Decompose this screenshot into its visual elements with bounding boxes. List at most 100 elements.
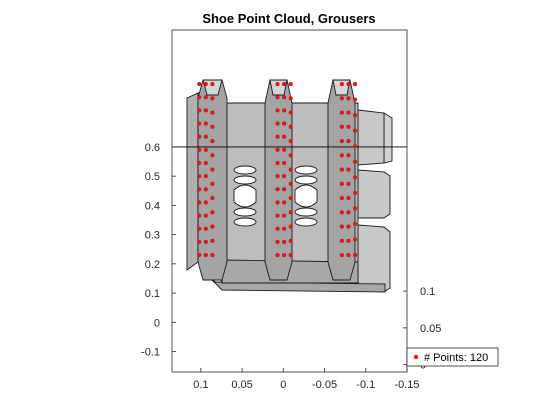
data-point (346, 181, 351, 186)
x-tick-label: 0 (280, 379, 286, 391)
data-point (339, 139, 344, 144)
data-point (339, 82, 344, 87)
data-point (275, 160, 280, 166)
data-point (210, 167, 215, 172)
data-point (203, 134, 208, 139)
data-point (197, 160, 202, 166)
data-point (346, 139, 351, 144)
legend-box (406, 347, 499, 367)
data-point (353, 237, 358, 242)
data-point (346, 167, 351, 172)
data-point (339, 167, 344, 172)
data-point (275, 200, 280, 205)
data-point (339, 196, 344, 201)
y-left-tick-label: 0.1 (145, 288, 160, 300)
data-point (339, 153, 344, 158)
data-point (210, 238, 215, 243)
data-point (339, 181, 344, 186)
shoe-model (186, 79, 393, 293)
data-point (210, 153, 215, 158)
data-point (275, 121, 280, 126)
data-point (275, 108, 280, 113)
data-point (210, 196, 215, 201)
data-point (203, 147, 208, 152)
data-point (203, 108, 208, 113)
data-point (275, 134, 280, 139)
data-point (197, 147, 202, 152)
data-point (275, 174, 280, 179)
grouser-3 (327, 79, 356, 281)
data-point (282, 200, 287, 205)
data-point (210, 124, 215, 129)
data-point (353, 144, 358, 149)
legend-label: # Points: 120 (424, 352, 488, 364)
data-point (203, 253, 208, 258)
y-left-tick-label: 0.2 (145, 259, 160, 271)
data-point (346, 253, 351, 258)
data-point (353, 113, 358, 118)
y-left-tick-label: 0.3 (145, 230, 160, 242)
data-point (282, 108, 287, 113)
data-point (282, 160, 287, 166)
data-point (203, 174, 208, 179)
legend-marker (413, 354, 419, 360)
y-left-tick-label: -0.1 (141, 347, 160, 359)
data-point (210, 224, 215, 229)
data-point (197, 82, 202, 87)
y-right-tick-label: 0.1 (420, 286, 435, 298)
data-point (197, 226, 202, 231)
grouser-3-top (332, 79, 351, 96)
data-point (275, 187, 280, 192)
data-point (339, 110, 344, 115)
data-point (346, 196, 351, 201)
data-point (275, 95, 280, 100)
y-left-tick-label: 0.6 (145, 142, 160, 154)
data-point (197, 239, 202, 244)
data-point (353, 97, 358, 102)
data-point (288, 96, 293, 101)
data-point (282, 134, 287, 139)
data-point (282, 82, 287, 87)
data-point (346, 238, 351, 243)
data-point (197, 121, 202, 126)
data-point (197, 200, 202, 205)
y-axis-left: -0.1 0 0.1 0.2 0.3 0.4 0.5 0.6 (141, 142, 176, 359)
data-point (339, 124, 344, 129)
shoe-left-wall (186, 92, 199, 271)
x-tick-label: -0.05 (312, 379, 337, 391)
data-point (210, 253, 215, 258)
data-point (353, 190, 358, 195)
flange-lower (357, 224, 391, 293)
data-point (346, 124, 351, 129)
data-point (346, 224, 351, 229)
data-point (203, 239, 208, 244)
data-point (197, 108, 202, 113)
data-point (203, 226, 208, 231)
data-point (203, 187, 208, 192)
data-point (339, 210, 344, 215)
data-point (346, 96, 351, 101)
data-point (346, 153, 351, 158)
data-point (275, 239, 280, 244)
legend: # Points: 120 (406, 347, 499, 367)
data-point (282, 174, 287, 179)
data-point (197, 174, 202, 179)
data-point (346, 110, 351, 115)
data-point (203, 160, 208, 166)
data-point (288, 153, 293, 158)
data-point (346, 210, 351, 215)
data-point (339, 238, 344, 243)
data-point (282, 121, 287, 126)
flange-upper-face (357, 109, 385, 166)
grouser-1 (197, 79, 228, 281)
x-axis: 0.1 0.05 0 -0.05 -0.1 -0.15 (193, 368, 420, 391)
data-point (197, 95, 202, 100)
data-point (288, 224, 293, 229)
data-point (282, 213, 287, 218)
flange-upper (383, 112, 393, 164)
data-point (197, 187, 202, 192)
data-point (282, 239, 287, 244)
data-point (288, 124, 293, 129)
y-left-tick-label: 0.4 (145, 200, 160, 212)
